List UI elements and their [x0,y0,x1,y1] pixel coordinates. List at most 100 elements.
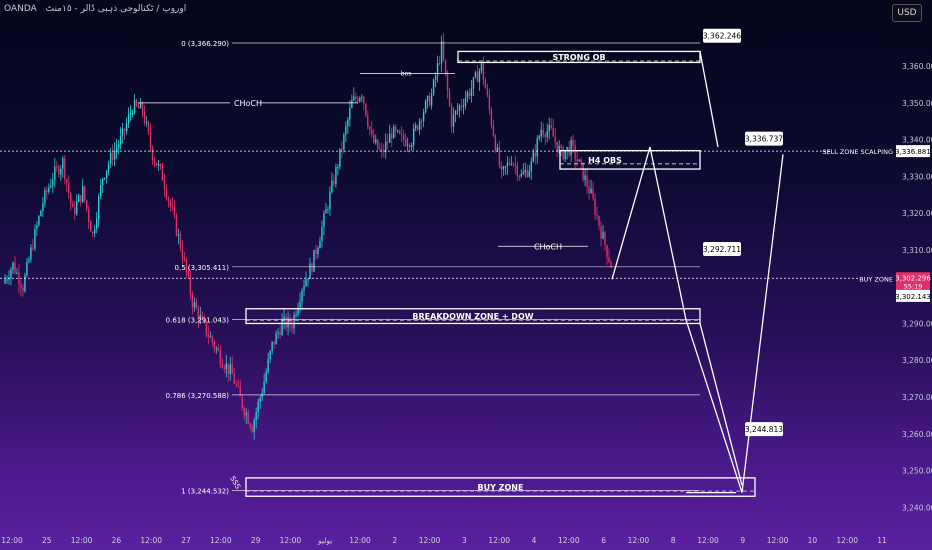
candle-body [385,141,387,153]
candle-body [30,247,32,260]
projection-label-bg [703,241,741,256]
currency-button[interactable]: USD [892,4,922,22]
y-tick-label: 3,340.000 [902,136,932,145]
candle-body [233,373,235,384]
candle-body [191,294,194,307]
candle-body [12,262,14,270]
y-tick-label: 3,240.000 [902,503,932,512]
y-tick-label: 3,320.000 [902,209,932,218]
candle-body [580,159,582,163]
x-tick-label: 12:00 [140,536,162,545]
candle-body [353,96,355,101]
candle-body [187,271,190,276]
candle-body [62,158,64,169]
candle-body [74,207,76,214]
candle-body [454,111,457,115]
candle-body [404,140,407,146]
candle-body [369,126,371,130]
candle-body [76,201,78,214]
candle-body [295,314,297,316]
candle-body [349,108,351,120]
candle-body [462,105,465,107]
candle-body [99,184,102,197]
candle-body [486,88,489,96]
candle-body [556,141,558,152]
candle-body [592,188,594,199]
sell-zone-value: 3,336.881 [895,148,931,156]
projection-arrow [699,51,719,148]
candle-body [522,172,524,175]
candle-body [554,136,556,142]
candle-body [590,188,592,194]
candle-body [456,110,459,112]
candle-body [387,141,389,143]
fib-level-label: 0.5 (3,305.411) [175,264,230,272]
candle-body [315,249,317,254]
candle-body [578,159,580,162]
candle-body [584,175,586,181]
candle-body [90,221,92,232]
candle-body [247,412,249,424]
candle-body [446,73,449,91]
candle-body [121,128,124,136]
candle-body [494,135,497,151]
projection-label-bg [745,131,783,146]
candle-body [576,159,578,162]
candle-body [375,139,377,143]
candle-body [28,259,30,262]
candle-body [305,279,307,287]
buy-zone-label: BUY ZONE [859,275,893,283]
candle-body [444,59,447,74]
candle-body [111,152,114,160]
candle-body [135,100,138,106]
candle-body [56,166,58,168]
candle-body [285,316,287,328]
x-tick-label: 27 [181,536,191,545]
candle-body [389,133,391,143]
candle-body [46,190,48,192]
candle-body [10,269,12,279]
x-tick-label: 12:00 [280,536,302,545]
x-tick-label: 3 [462,536,467,545]
candle-body [600,226,602,239]
candle-body [311,263,313,272]
candle-body [544,134,546,138]
candle-body [207,334,210,337]
y-tick-label: 3,360.000 [902,62,932,71]
projection-label: 3,292.711 [703,245,741,254]
candle-body [155,162,158,166]
candle-body [153,160,156,163]
candle-body [327,209,329,211]
choch-label-2: CHoCH [534,242,562,251]
chart-header: OANDA اوروپ / ٹکنالوجی ذہبی ڈالر - ١٥منٹ [4,4,192,14]
candle-body [297,307,299,315]
candle-body [416,125,419,130]
candle-body [283,316,285,321]
candle-body [259,397,261,402]
candle-body [397,130,399,132]
candle-body [402,134,405,141]
candle-body [430,94,433,106]
candle-body [520,174,522,177]
candle-body [107,164,110,171]
candle-body [333,180,335,185]
buy-value-bg [896,289,930,302]
candle-body [117,144,120,148]
candle-body [141,102,144,112]
candle-body [341,148,343,150]
candle-body [504,166,507,168]
candle-body [50,185,52,188]
candle-body [343,134,345,150]
projection-label: 3,336.737 [745,135,783,144]
candle-body [209,336,212,338]
x-tick-label: 12:00 [71,536,93,545]
candle-body [253,420,255,433]
candle-body [464,98,467,106]
choch-label: CHoCH [234,99,262,108]
candle-body [271,341,273,351]
candle-body [604,232,606,246]
candle-body [418,120,421,130]
candle-body [139,102,142,109]
candle-body [20,284,22,288]
